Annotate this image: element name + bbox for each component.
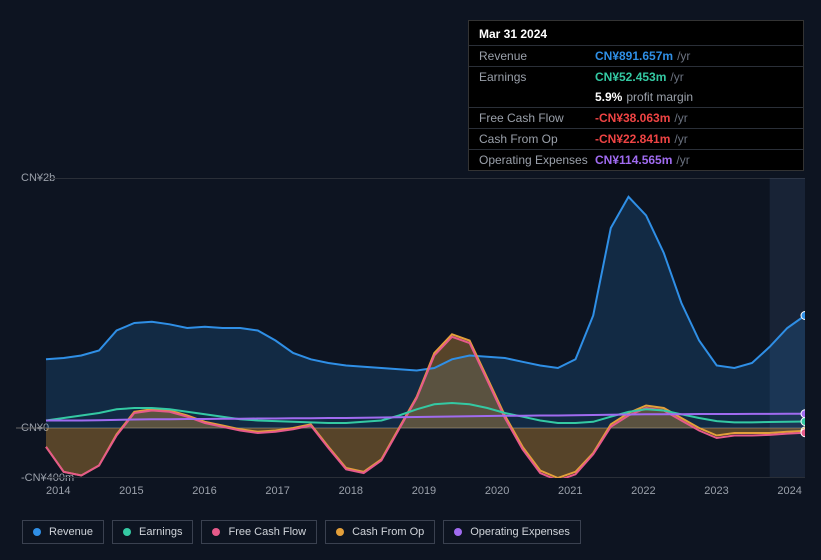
legend-item-cash-from-op[interactable]: Cash From Op	[325, 520, 435, 544]
x-axis-label: 2021	[558, 485, 582, 497]
x-axis-label: 2024	[777, 485, 801, 497]
legend-item-free-cash-flow[interactable]: Free Cash Flow	[201, 520, 317, 544]
tooltip-row-value: -CN¥22.841m	[595, 132, 670, 146]
legend-item-revenue[interactable]: Revenue	[22, 520, 104, 544]
tooltip-row-unit: /yr	[677, 49, 690, 63]
legend-dot	[212, 528, 220, 536]
tooltip-date: Mar 31 2024	[469, 21, 803, 45]
legend-item-operating-expenses[interactable]: Operating Expenses	[443, 520, 581, 544]
legend-label: Cash From Op	[352, 526, 424, 538]
series-end-point	[801, 410, 805, 418]
tooltip-row-value: -CN¥38.063m	[595, 111, 670, 125]
tooltip-row-value: CN¥891.657m	[595, 49, 673, 63]
x-axis: 2014 2015 2016 2017 2018 2019 2020 2021 2022 2023…	[46, 485, 802, 497]
legend-label: Earnings	[139, 526, 182, 538]
tooltip-row-label: Earnings	[479, 70, 595, 84]
tooltip-row-label	[479, 90, 595, 104]
tooltip-row: RevenueCN¥891.657m/yr	[469, 45, 803, 66]
series-end-point	[801, 312, 805, 320]
legend-item-earnings[interactable]: Earnings	[112, 520, 193, 544]
legend-dot	[123, 528, 131, 536]
series-end-point	[801, 418, 805, 426]
tooltip-row-label: Operating Expenses	[479, 153, 595, 167]
tooltip-row: 5.9% profit margin	[469, 87, 803, 107]
x-axis-label: 2015	[119, 485, 143, 497]
tooltip-row: Free Cash Flow-CN¥38.063m/yr	[469, 107, 803, 128]
tooltip-row: Operating ExpensesCN¥114.565m/yr	[469, 149, 803, 170]
x-axis-label: 2016	[192, 485, 216, 497]
legend-dot	[336, 528, 344, 536]
x-axis-label: 2018	[339, 485, 363, 497]
tooltip-row-value: CN¥52.453m	[595, 70, 666, 84]
tooltip-row-unit: /yr	[674, 132, 687, 146]
x-axis-label: 2017	[265, 485, 289, 497]
tooltip-row-label: Revenue	[479, 49, 595, 63]
legend-label: Operating Expenses	[470, 526, 570, 538]
x-axis-label: 2014	[46, 485, 70, 497]
tooltip-row-value: CN¥114.565m	[595, 153, 672, 167]
tooltip-row: EarningsCN¥52.453m/yr	[469, 66, 803, 87]
tooltip-margin-label: profit margin	[626, 90, 693, 104]
legend-dot	[454, 528, 462, 536]
tooltip-row-unit: /yr	[670, 70, 683, 84]
tooltip-row-unit: /yr	[676, 153, 689, 167]
x-axis-label: 2023	[704, 485, 728, 497]
legend-label: Free Cash Flow	[228, 526, 306, 538]
chart-tooltip: Mar 31 2024 RevenueCN¥891.657m/yrEarning…	[468, 20, 804, 171]
tooltip-margin-value: 5.9%	[595, 90, 622, 104]
x-axis-label: 2019	[412, 485, 436, 497]
tooltip-row-label: Free Cash Flow	[479, 111, 595, 125]
tooltip-row-label: Cash From Op	[479, 132, 595, 146]
chart-legend: Revenue Earnings Free Cash Flow Cash From O…	[22, 520, 581, 544]
plot-area[interactable]	[16, 178, 805, 478]
series-end-point	[801, 429, 805, 437]
financials-chart: CN¥2bCN¥0-CN¥400m 2014201520162017201820…	[16, 160, 805, 510]
x-axis-label: 2020	[485, 485, 509, 497]
x-axis-label: 2022	[631, 485, 655, 497]
tooltip-row-unit: /yr	[674, 111, 687, 125]
legend-label: Revenue	[49, 526, 93, 538]
tooltip-row: Cash From Op-CN¥22.841m/yr	[469, 128, 803, 149]
legend-dot	[33, 528, 41, 536]
